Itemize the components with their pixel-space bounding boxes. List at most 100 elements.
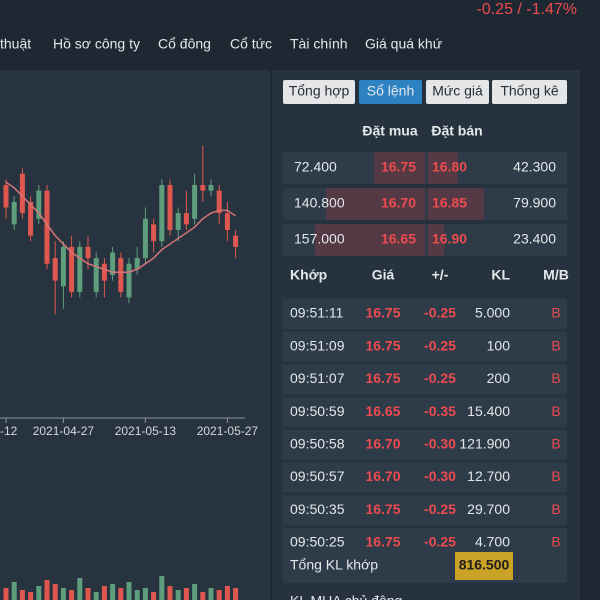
candle-body: [159, 185, 165, 242]
candle-body: [118, 258, 124, 292]
tab-button[interactable]: [426, 80, 489, 104]
nav-item[interactable]: thuật: [0, 36, 31, 52]
trade-cell: 5.000: [475, 305, 510, 321]
candle-body: [233, 235, 239, 247]
ask-price: 16.80: [432, 159, 467, 175]
candle-body: [28, 201, 34, 236]
candle-body: [60, 246, 66, 287]
trade-cell: 09:51:09: [290, 337, 345, 353]
trade-header: KL: [491, 267, 510, 283]
total-box: [455, 552, 513, 580]
bid-volume: 157.000: [294, 231, 345, 247]
trade-cell: 16.75: [365, 305, 400, 321]
volume-bar: [200, 592, 206, 600]
trade-cell: 16.70: [365, 468, 400, 484]
trade-cell: 12.700: [467, 468, 510, 484]
header: Đặt mua: [362, 123, 417, 139]
volume-bar: [11, 582, 17, 600]
total-value: 816.500: [459, 557, 510, 573]
volume-bar: [216, 590, 222, 600]
ask-depth: [428, 188, 484, 220]
tab-button[interactable]: [283, 80, 355, 104]
volume-bar: [167, 586, 173, 600]
trade-cell: 4.700: [475, 534, 510, 550]
trade-cell: B: [551, 403, 560, 419]
candle-body: [126, 263, 132, 298]
x-tick-label: 2021-04-27: [33, 424, 95, 438]
bid-volume: 72.400: [294, 159, 337, 175]
trade-cell: -0.35: [424, 403, 456, 419]
total-label: Tổng KL khớp: [290, 557, 378, 573]
bid-price: 16.65: [381, 231, 416, 247]
top-bar: [0, 0, 600, 70]
row-bg: [283, 429, 567, 460]
volume-bar: [224, 586, 230, 600]
tab-button[interactable]: [492, 80, 567, 104]
bid-volume: 140.800: [294, 195, 345, 211]
trade-cell: B: [551, 305, 560, 321]
candle-body: [134, 258, 140, 270]
trade-cell: 100: [487, 337, 511, 353]
tab-label[interactable]: Tổng hợp: [289, 83, 350, 99]
volume-bar: [192, 584, 198, 600]
trade-cell: 16.75: [365, 370, 400, 386]
candle-body: [11, 201, 17, 225]
trade-cell: -0.25: [424, 305, 456, 321]
trade-cell: 09:50:59: [290, 403, 345, 419]
volume-bar: [175, 590, 181, 600]
tab-label[interactable]: Thống kê: [500, 83, 559, 99]
volume-bar: [52, 584, 58, 600]
candle-body: [85, 246, 91, 259]
trade-cell: 16.70: [365, 436, 400, 452]
x-tick-label: 2021-05-27: [197, 424, 259, 438]
row-bg: [283, 495, 567, 526]
nav-item[interactable]: Giá quá khứ: [365, 36, 442, 52]
volume-bar: [19, 590, 25, 600]
nav-item[interactable]: Tài chính: [290, 36, 348, 52]
bid-depth: [326, 188, 425, 220]
nav-item[interactable]: Cổ đông: [158, 36, 211, 52]
volume-bar: [151, 592, 157, 600]
trade-cell: -0.30: [424, 468, 456, 484]
bid-price: 16.75: [381, 159, 416, 175]
candle-body: [200, 185, 206, 191]
volume-bar: [93, 592, 99, 600]
trade-cell: 16.75: [365, 337, 400, 353]
trade-cell: 09:50:57: [290, 468, 345, 484]
trade-cell: 09:50:25: [290, 534, 345, 550]
trade-cell: B: [551, 468, 560, 484]
candle-body: [183, 213, 189, 225]
ask-volume: 79.900: [513, 195, 556, 211]
candle-body: [52, 258, 58, 281]
candle-body: [175, 213, 181, 230]
trade-cell: 16.65: [365, 403, 400, 419]
volume-bar: [208, 588, 214, 600]
trade-cell: 16.75: [365, 501, 400, 517]
volume-bar: [36, 586, 42, 600]
bid-depth: [374, 152, 425, 184]
nav-item[interactable]: Hồ sơ công ty: [53, 36, 140, 52]
tab-label[interactable]: Mức giá: [432, 83, 483, 99]
trade-cell: 09:50:58: [290, 436, 345, 452]
candle-body: [216, 190, 222, 214]
nav-item[interactable]: Cổ tức: [230, 36, 272, 52]
trade-cell: 121.900: [459, 436, 510, 452]
trade-cell: 29.700: [467, 501, 510, 517]
candle-body: [110, 252, 116, 275]
trade-cell: -0.25: [424, 534, 456, 550]
tab-label[interactable]: Sổ lệnh: [367, 83, 414, 99]
volume-bar: [118, 588, 124, 600]
trade-cell: 09:51:07: [290, 370, 345, 386]
tab-button[interactable]: [359, 80, 422, 104]
candle-body: [151, 224, 157, 242]
volume-bar: [142, 588, 148, 600]
candle-body: [142, 218, 148, 259]
trade-cell: -0.25: [424, 337, 456, 353]
candle-body: [224, 213, 230, 230]
trade-cell: 09:50:35: [290, 501, 345, 517]
row-bg: [283, 331, 567, 362]
volume-bar: [77, 578, 83, 600]
row-bg: [283, 462, 567, 493]
volume-bar: [110, 584, 116, 600]
ask-depth: [428, 152, 458, 184]
